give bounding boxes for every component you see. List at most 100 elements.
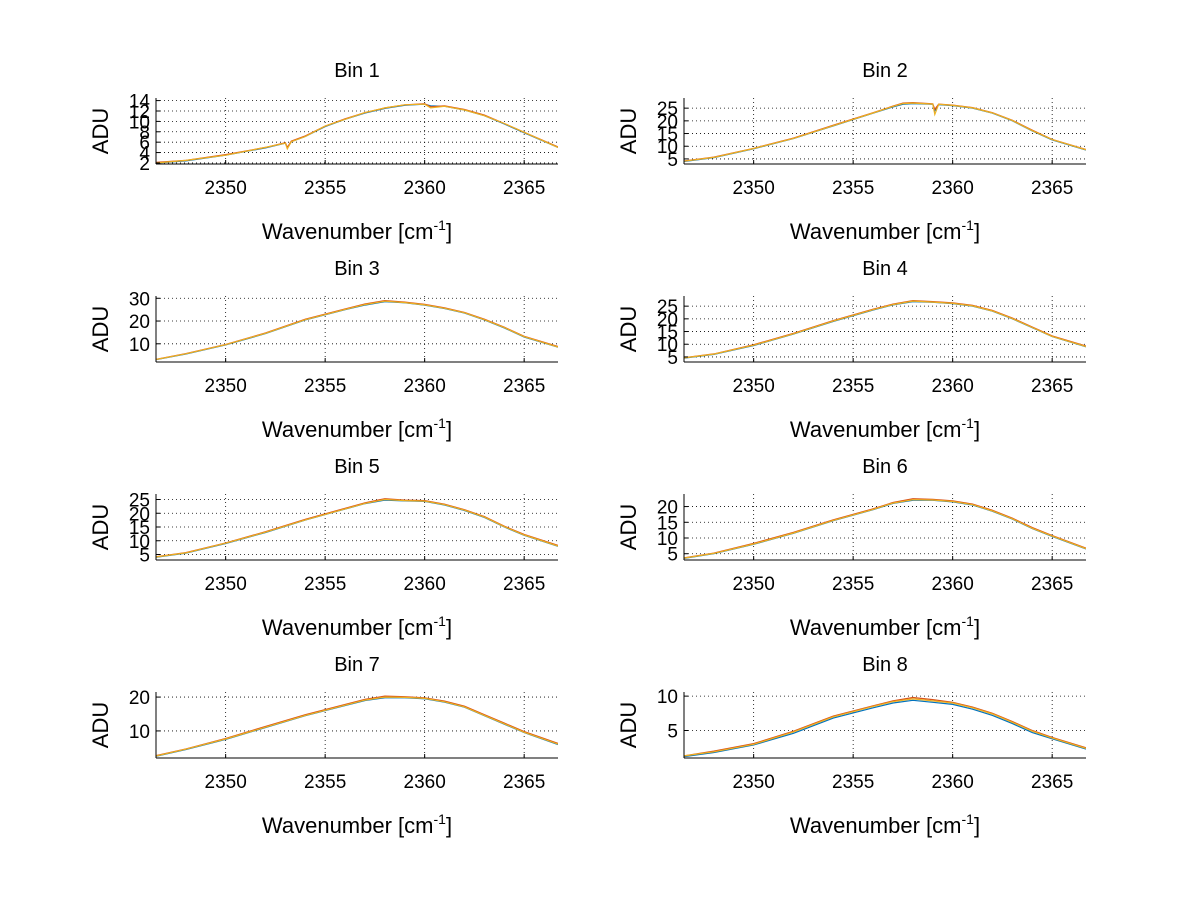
y-tick-label: 20 bbox=[129, 504, 150, 525]
y-tick-label: 15 bbox=[129, 518, 150, 539]
y-tick-label: 10 bbox=[657, 529, 678, 550]
x-axis-label-end: ] bbox=[446, 813, 452, 838]
y-tick-label: 4 bbox=[139, 144, 150, 165]
series-line-2 bbox=[684, 696, 1086, 757]
x-axis-label-end: ] bbox=[974, 813, 980, 838]
y-tick-label: 30 bbox=[129, 289, 150, 310]
y-tick-label: 15 bbox=[657, 125, 678, 146]
x-tick-label: 2350 bbox=[733, 376, 775, 397]
x-tick-label: 2360 bbox=[932, 376, 974, 397]
x-axis-label-superscript: -1 bbox=[962, 613, 975, 629]
x-tick-label: 2365 bbox=[503, 772, 545, 793]
x-tick-label: 2365 bbox=[503, 574, 545, 595]
y-tick-label: 20 bbox=[657, 498, 678, 519]
series-line-3 bbox=[156, 103, 558, 164]
y-axis-label: ADU bbox=[616, 504, 641, 550]
y-tick-label: 25 bbox=[657, 99, 678, 120]
x-tick-label: 2365 bbox=[1031, 574, 1073, 595]
x-axis-label: Wavenumber [cm-1] bbox=[262, 811, 452, 838]
y-tick-label: 2 bbox=[139, 154, 150, 175]
y-tick-label: 25 bbox=[129, 491, 150, 512]
subplot-title: Bin 2 bbox=[862, 60, 908, 82]
x-axis-label-text: Wavenumber [cm bbox=[262, 813, 434, 838]
subplot-title: Bin 6 bbox=[862, 456, 908, 478]
y-tick-label: 10 bbox=[129, 112, 150, 133]
y-tick-label: 5 bbox=[667, 150, 678, 171]
axes-background bbox=[684, 494, 1086, 560]
subplot-title: Bin 4 bbox=[862, 258, 908, 280]
x-tick-label: 2355 bbox=[832, 178, 874, 199]
axes-background bbox=[156, 98, 558, 164]
x-axis-label-text: Wavenumber [cm bbox=[262, 615, 434, 640]
y-tick-label: 25 bbox=[657, 297, 678, 318]
x-tick-label: 2350 bbox=[733, 178, 775, 199]
x-axis-label: Wavenumber [cm-1] bbox=[790, 811, 980, 838]
y-tick-label: 5 bbox=[667, 722, 678, 743]
x-tick-label: 2350 bbox=[205, 772, 247, 793]
subplot-title: Bin 3 bbox=[334, 258, 380, 280]
y-tick-label: 15 bbox=[657, 513, 678, 534]
x-axis-label-text: Wavenumber [cm bbox=[262, 417, 434, 442]
x-tick-label: 2360 bbox=[932, 574, 974, 595]
x-axis-label-end: ] bbox=[974, 615, 980, 640]
subplot-7: 2350 2355 2360 2365 10 20 Bin 7 Wavenumber [cm-… bbox=[88, 654, 558, 838]
y-tick-label: 10 bbox=[657, 687, 678, 708]
x-tick-label: 2360 bbox=[932, 178, 974, 199]
x-tick-label: 2360 bbox=[404, 772, 446, 793]
x-tick-label: 2365 bbox=[1031, 772, 1073, 793]
y-tick-label: 10 bbox=[129, 722, 150, 743]
y-tick-label: 20 bbox=[129, 312, 150, 333]
x-axis-label-end: ] bbox=[446, 219, 452, 244]
series-line-3 bbox=[684, 102, 1086, 162]
x-axis-label: Wavenumber [cm-1] bbox=[262, 415, 452, 442]
x-tick-label: 2355 bbox=[304, 178, 346, 199]
x-axis-label: Wavenumber [cm-1] bbox=[790, 415, 980, 442]
y-tick-label: 20 bbox=[657, 310, 678, 331]
x-axis-label-end: ] bbox=[974, 417, 980, 442]
y-tick-label: 5 bbox=[667, 348, 678, 369]
x-tick-label: 2360 bbox=[404, 574, 446, 595]
x-tick-label: 2365 bbox=[503, 178, 545, 199]
y-axis-label: ADU bbox=[616, 306, 641, 352]
x-axis-label-superscript: -1 bbox=[962, 811, 975, 827]
y-tick-label: 6 bbox=[139, 133, 150, 154]
x-axis-label-text: Wavenumber [cm bbox=[790, 615, 962, 640]
series-line-1 bbox=[684, 699, 1086, 758]
x-tick-label: 2360 bbox=[404, 376, 446, 397]
x-axis-label: Wavenumber [cm-1] bbox=[790, 613, 980, 640]
x-axis-label: Wavenumber [cm-1] bbox=[790, 217, 980, 244]
x-axis-label-superscript: -1 bbox=[434, 415, 447, 431]
x-tick-label: 2355 bbox=[832, 376, 874, 397]
subplot-8: 2350 2355 2360 2365 5 10 Bin 8 Wavenumber [cm-1… bbox=[616, 654, 1086, 838]
x-axis-label-text: Wavenumber [cm bbox=[790, 813, 962, 838]
x-axis-label-end: ] bbox=[446, 417, 452, 442]
y-tick-label: 8 bbox=[139, 123, 150, 144]
x-tick-label: 2350 bbox=[733, 574, 775, 595]
x-tick-label: 2365 bbox=[1031, 178, 1073, 199]
y-axis-label: ADU bbox=[616, 702, 641, 748]
series-line-2 bbox=[156, 695, 558, 757]
y-tick-label: 14 bbox=[129, 92, 151, 113]
x-tick-label: 2350 bbox=[205, 574, 247, 595]
subplot-title: Bin 7 bbox=[334, 654, 380, 676]
x-tick-label: 2350 bbox=[205, 376, 247, 397]
series-line-3 bbox=[156, 696, 558, 757]
x-tick-label: 2350 bbox=[733, 772, 775, 793]
x-tick-label: 2360 bbox=[404, 178, 446, 199]
y-axis-label: ADU bbox=[88, 702, 113, 748]
x-tick-label: 2355 bbox=[304, 574, 346, 595]
x-axis-label-superscript: -1 bbox=[962, 415, 975, 431]
x-axis-label-text: Wavenumber [cm bbox=[790, 417, 962, 442]
x-tick-label: 2355 bbox=[832, 574, 874, 595]
y-tick-label: 5 bbox=[139, 546, 150, 567]
series-line-3 bbox=[684, 300, 1086, 359]
y-tick-label: 12 bbox=[129, 102, 150, 123]
x-axis-label-text: Wavenumber [cm bbox=[790, 219, 962, 244]
